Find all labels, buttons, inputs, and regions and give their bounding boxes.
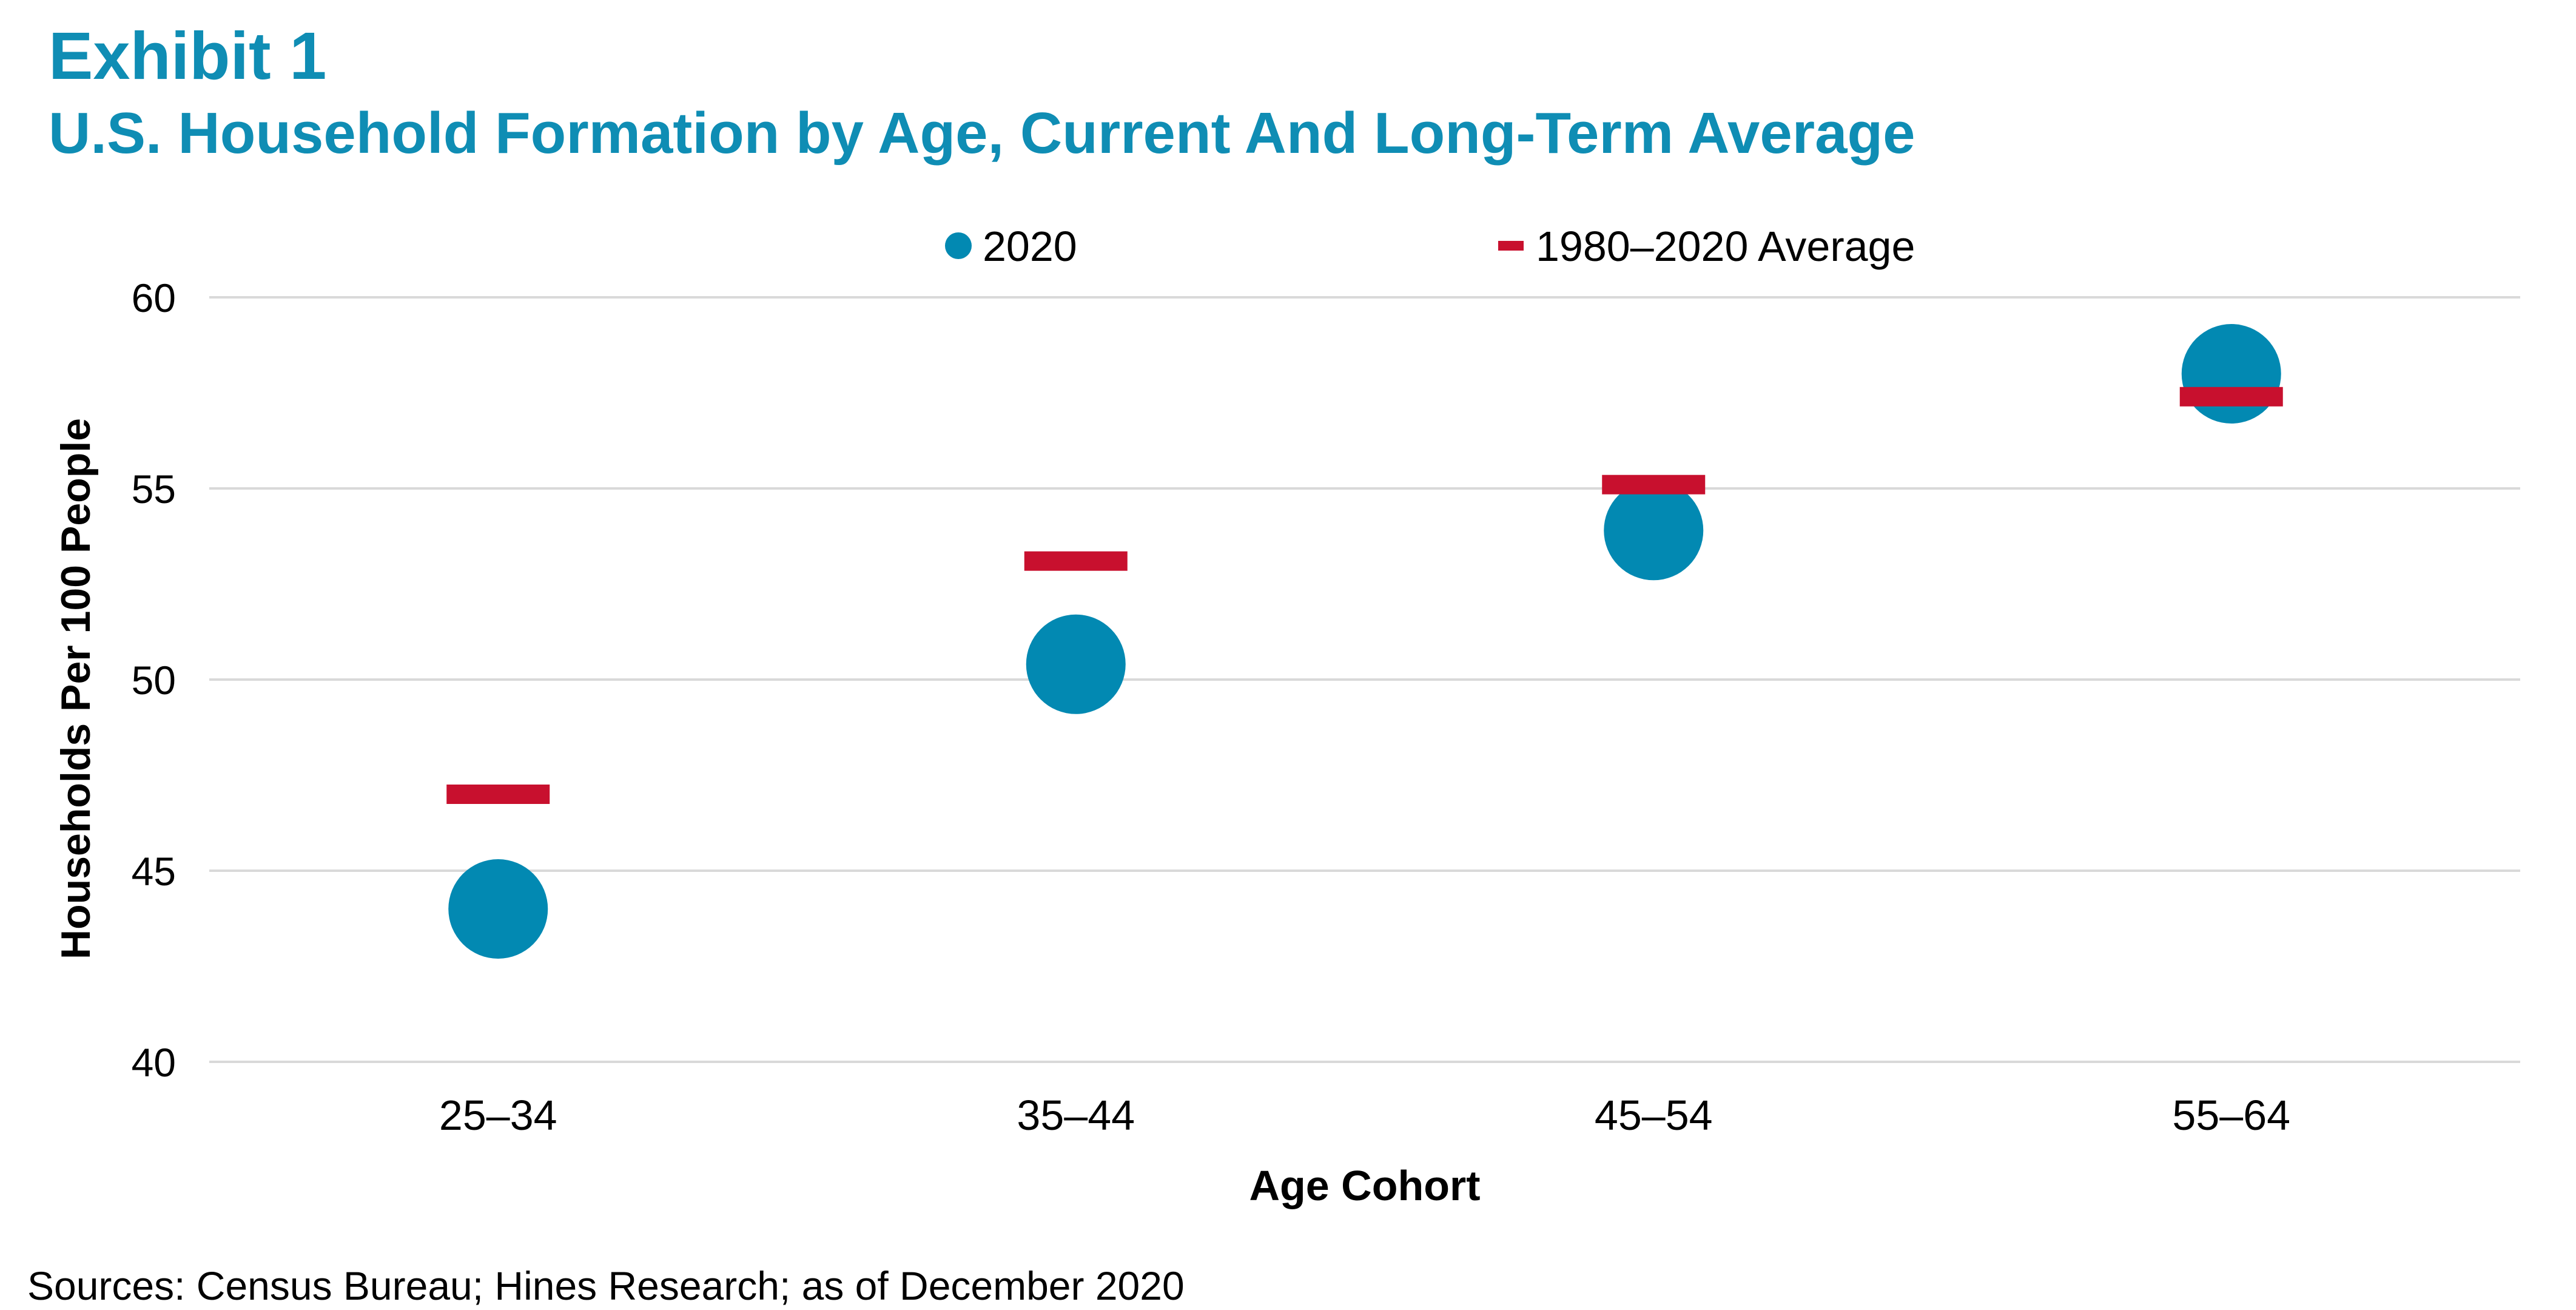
point-2020 bbox=[2181, 324, 2281, 424]
x-tick-label: 35–44 bbox=[1017, 1092, 1135, 1139]
y-tick-label: 45 bbox=[132, 849, 176, 894]
point-2020 bbox=[448, 859, 548, 959]
x-axis-label: Age Cohort bbox=[1249, 1162, 1480, 1209]
x-tick-label: 25–34 bbox=[439, 1092, 557, 1139]
x-tick-label: 55–64 bbox=[2172, 1092, 2290, 1139]
filled-circle-icon bbox=[945, 232, 972, 259]
dash-marker-icon bbox=[1498, 241, 1524, 251]
average-marker bbox=[1602, 474, 1706, 495]
x-axis-ticks: 25–34 35–44 45–54 55–64 bbox=[439, 1092, 2290, 1139]
y-tick-label: 60 bbox=[132, 275, 176, 320]
legend: 2020 1980–2020 Average bbox=[945, 223, 1915, 270]
point-2020 bbox=[1026, 614, 1126, 714]
exhibit-title: Exhibit 1 bbox=[49, 19, 327, 93]
legend-label-2020: 2020 bbox=[983, 223, 1077, 270]
y-tick-label: 40 bbox=[132, 1040, 176, 1085]
point-2020 bbox=[1604, 481, 1704, 581]
chart-subtitle: U.S. Household Formation by Age, Current… bbox=[49, 101, 1915, 166]
average-marker bbox=[2179, 387, 2283, 407]
gridlines bbox=[209, 296, 2520, 1063]
y-tick-label: 50 bbox=[132, 658, 176, 703]
average-markers bbox=[446, 387, 2283, 804]
average-marker bbox=[446, 785, 550, 804]
y-axis-ticks: 40 45 50 55 60 bbox=[132, 275, 176, 1085]
legend-label-average: 1980–2020 Average bbox=[1536, 223, 1915, 270]
average-marker bbox=[1024, 551, 1128, 571]
y-axis-label: Households Per 100 People bbox=[53, 418, 99, 959]
x-tick-label: 45–54 bbox=[1595, 1092, 1713, 1139]
point-markers-2020 bbox=[448, 324, 2281, 959]
y-tick-label: 55 bbox=[132, 467, 176, 512]
source-note: Sources: Census Bureau; Hines Research; … bbox=[27, 1263, 1185, 1308]
